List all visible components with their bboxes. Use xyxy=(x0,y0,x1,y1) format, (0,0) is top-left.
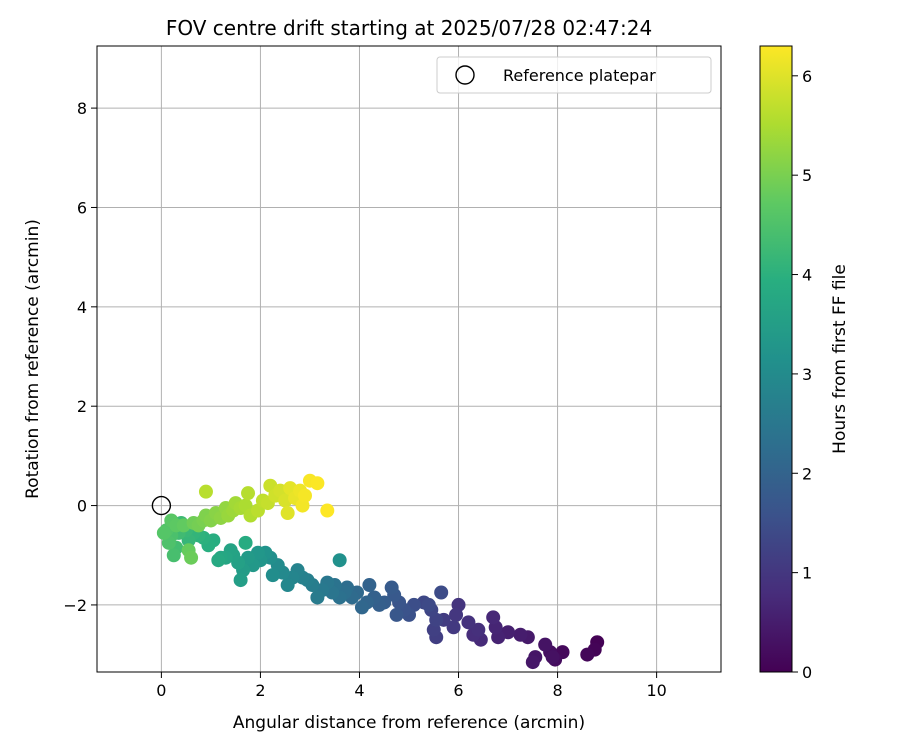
y-tick-label: 6 xyxy=(77,198,87,217)
data-point xyxy=(446,620,461,635)
x-tick-label: 0 xyxy=(156,681,166,700)
data-point xyxy=(486,610,501,625)
plot-frame xyxy=(96,45,722,673)
x-tick-label: 10 xyxy=(646,681,666,700)
data-point xyxy=(280,506,295,521)
chart-title: FOV centre drift starting at 2025/07/28 … xyxy=(166,16,652,40)
data-point xyxy=(233,573,248,588)
data-point xyxy=(198,484,213,499)
colorbar-gradient xyxy=(759,45,793,673)
data-point xyxy=(384,580,399,595)
colorbar-tick-label: 1 xyxy=(802,564,812,583)
colorbar-label: Hours from first FF file xyxy=(830,264,850,454)
data-point xyxy=(525,655,540,670)
data-point xyxy=(241,486,256,501)
x-tick-label: 4 xyxy=(354,681,364,700)
legend: Reference platepar xyxy=(436,56,712,94)
colorbar-tick-label: 0 xyxy=(802,663,812,682)
data-point xyxy=(513,627,528,642)
x-tick-label: 2 xyxy=(255,681,265,700)
data-point xyxy=(471,622,486,637)
data-point xyxy=(538,637,553,652)
data-point xyxy=(238,535,253,550)
y-axis: −2 0 2 4 6 8 xyxy=(63,99,97,615)
y-tick-label: 4 xyxy=(77,298,87,317)
x-tick-label: 8 xyxy=(552,681,562,700)
colorbar-tick-label: 2 xyxy=(802,464,812,483)
data-point xyxy=(265,568,280,583)
data-point xyxy=(449,607,464,622)
x-axis-label: Angular distance from reference (arcmin) xyxy=(233,713,585,733)
colorbar: 0 1 2 3 4 5 6 Hours from first FF file xyxy=(759,45,850,682)
data-points xyxy=(156,473,605,670)
y-tick-label: 2 xyxy=(77,397,87,416)
x-axis: 0 2 4 6 8 10 xyxy=(156,672,667,700)
data-point xyxy=(580,647,595,662)
data-point xyxy=(310,590,325,605)
y-tick-label: 0 xyxy=(77,497,87,516)
data-point xyxy=(332,553,347,568)
y-tick-label: 8 xyxy=(77,99,87,118)
data-point xyxy=(310,476,325,491)
data-point xyxy=(354,600,369,615)
data-point xyxy=(389,607,404,622)
colorbar-tick-label: 5 xyxy=(802,166,812,185)
data-point xyxy=(362,578,377,593)
reference-platepar-marker xyxy=(151,495,172,516)
data-point xyxy=(166,548,181,563)
y-axis-label: Rotation from reference (arcmin) xyxy=(23,219,43,499)
data-point xyxy=(434,585,449,600)
data-point xyxy=(545,650,560,665)
x-tick-label: 6 xyxy=(453,681,463,700)
data-point xyxy=(156,525,171,540)
legend-marker-icon xyxy=(455,65,475,85)
data-point xyxy=(320,503,335,518)
data-point xyxy=(421,597,436,612)
legend-box xyxy=(436,56,712,94)
data-point xyxy=(461,615,476,630)
colorbar-tick-label: 3 xyxy=(802,365,812,384)
grid xyxy=(97,46,721,672)
colorbar-tick-label: 4 xyxy=(802,266,812,285)
data-point xyxy=(184,550,199,565)
data-point xyxy=(280,578,295,593)
y-tick-label: −2 xyxy=(63,596,87,615)
legend-entry-reference-platepar: Reference platepar xyxy=(503,66,656,85)
data-point xyxy=(211,553,226,568)
data-point xyxy=(298,488,312,503)
colorbar-tick-label: 6 xyxy=(802,67,812,86)
